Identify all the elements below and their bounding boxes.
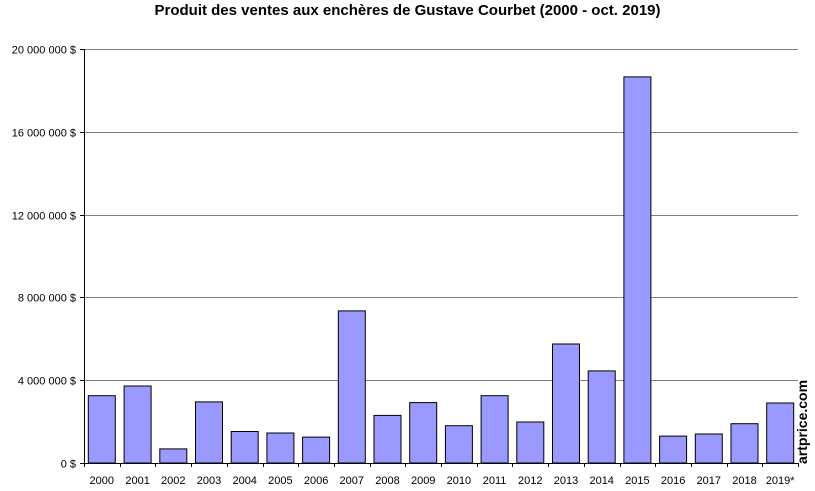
x-tick-label: 2015 [625, 475, 649, 487]
x-tick-label: 2011 [483, 475, 507, 487]
y-tick-label: 12 000 000 $ [12, 211, 76, 223]
chart-title: Produit des ventes aux enchères de Gusta… [154, 2, 661, 19]
bar-2013 [552, 343, 580, 464]
bar-2006 [302, 436, 331, 464]
bar-2012 [516, 421, 545, 464]
x-tick-label: 2014 [589, 475, 613, 487]
x-tick-label: 2019* [766, 475, 795, 487]
bar-2011 [480, 395, 509, 464]
x-tick-label: 2002 [161, 475, 185, 487]
x-tick-label: 2017 [697, 475, 721, 487]
y-tick-label: 20 000 000 $ [12, 45, 76, 57]
bar-2008 [373, 414, 402, 464]
x-tick-label: 2004 [232, 475, 256, 487]
x-tick-label: 2009 [411, 475, 435, 487]
grid-lines [84, 49, 798, 381]
y-tick-label: 0 $ [61, 459, 76, 471]
y-tick-labels: 0 $ 4 000 000 $ 8 000 000 $ 12 000 000 $ 16 … [12, 45, 84, 471]
axes [84, 49, 798, 464]
x-tick-label: 2006 [304, 475, 328, 487]
x-tick-label: 2001 [125, 475, 149, 487]
x-tick-label: 2000 [90, 475, 114, 487]
bar-2014 [587, 370, 616, 464]
bar-2001 [123, 385, 152, 464]
x-tick-label: 2005 [268, 475, 292, 487]
y-tick-label: 16 000 000 $ [12, 128, 76, 140]
x-tick-label: 2018 [732, 475, 756, 487]
bar-2007 [337, 310, 366, 464]
x-tick-labels: 2000 2001 2002 2003 2004 2005 2006 2007 2008 2009… [84, 463, 799, 487]
bars [87, 76, 795, 464]
bar-2005 [266, 432, 295, 464]
bar-2002 [159, 448, 188, 464]
bar-2017 [694, 433, 723, 464]
x-tick-label: 2016 [661, 475, 685, 487]
x-tick-label: 2010 [447, 475, 471, 487]
y-tick-label: 8 000 000 $ [18, 293, 76, 305]
x-tick-label: 2007 [340, 475, 364, 487]
x-tick-label: 2012 [518, 475, 542, 487]
bar-2018 [730, 423, 759, 464]
bar-2009 [409, 402, 438, 464]
bar-2003 [195, 401, 223, 464]
y-tick-label: 4 000 000 $ [18, 376, 76, 388]
x-tick-label: 2013 [554, 475, 578, 487]
bar-2015 [623, 76, 652, 464]
bar-2000 [87, 395, 116, 464]
bar-2016 [659, 435, 688, 464]
x-tick-label: 2003 [197, 475, 221, 487]
artprice-watermark: artprice.com [794, 379, 810, 464]
x-tick-label: 2008 [375, 475, 399, 487]
bar-2019 [766, 402, 795, 464]
bar-2010 [444, 425, 473, 464]
bar-2004 [230, 431, 259, 464]
